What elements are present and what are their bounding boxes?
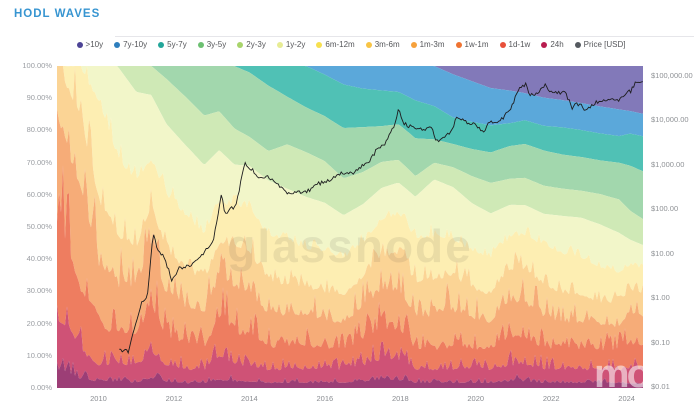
legend-label: 1w-1m <box>464 40 489 49</box>
legend-item-price-usd-[interactable]: Price [USD] <box>574 40 626 49</box>
band-5y-7y <box>57 66 643 172</box>
band--10y <box>57 66 643 114</box>
legend-item-2y-3y[interactable]: 2y-3y <box>237 40 266 49</box>
axis-tick-label: 100.00% <box>22 61 52 70</box>
panel-divider <box>115 36 694 37</box>
legend-dot-icon <box>499 41 506 48</box>
band-1m-3m <box>57 109 643 351</box>
legend-dot-icon <box>276 41 283 48</box>
band-1w-1m <box>57 164 643 371</box>
legend-label: Price [USD] <box>583 40 626 49</box>
legend-dot-icon <box>114 41 121 48</box>
band-2y-3y <box>57 66 643 245</box>
legend-label: 2y-3y <box>246 40 266 49</box>
legend-label: 7y-10y <box>123 40 148 49</box>
legend-item-1m-3m[interactable]: 1m-3m <box>410 40 445 49</box>
legend-label: 6m-12m <box>325 40 355 49</box>
band-3y-5y <box>57 66 643 220</box>
axis-tick-label: 2020 <box>467 394 485 403</box>
axis-tick-label: $100,000.00 <box>651 70 693 80</box>
legend-label: >10y <box>85 40 104 49</box>
band-1d-1w <box>57 304 643 385</box>
axis-tick-label: 2010 <box>90 394 107 403</box>
axis-tick-label: 80.00% <box>26 125 52 135</box>
axis-tick-label: 2022 <box>542 394 560 403</box>
legend-dot-icon <box>158 41 165 48</box>
legend-dot-icon <box>455 41 462 48</box>
axis-tick-label: 20.00% <box>26 318 52 328</box>
axis-tick-label: 2012 <box>165 394 183 403</box>
legend-label: 1m-3m <box>419 40 445 49</box>
band-3m-6m <box>57 66 643 327</box>
legend-dot-icon <box>541 41 548 48</box>
legend-dot-icon <box>237 41 244 48</box>
legend-item-1d-1w[interactable]: 1d-1w <box>499 40 531 49</box>
axis-tick-label: 0.00% <box>30 383 52 392</box>
legend-item--10y[interactable]: >10y <box>76 40 104 49</box>
legend-label: 5y-7y <box>167 40 187 49</box>
band-1y-2y <box>57 66 643 273</box>
axis-tick-label: 60.00% <box>26 189 52 199</box>
legend-dot-icon <box>76 41 83 48</box>
axis-tick-label: 50.00% <box>26 222 52 231</box>
legend-label: 3y-5y <box>206 40 227 49</box>
legend-dot-icon <box>365 41 372 48</box>
axis-tick-label: $1.00 <box>651 293 670 302</box>
axis-tick-label: 40.00% <box>26 254 52 264</box>
legend-label: 24h <box>550 40 564 49</box>
axis-tick-label: 90.00% <box>26 93 52 103</box>
axis-tick-label: 2024 <box>618 394 635 403</box>
axis-tick-label: $1,000.00 <box>651 159 685 169</box>
axis-tick-label: 2014 <box>241 394 258 403</box>
legend-label: 3m-6m <box>374 40 400 49</box>
band-7y-10y <box>57 66 643 137</box>
legend-item-3y-5y[interactable]: 3y-5y <box>197 40 227 49</box>
axis-tick-label: 30.00% <box>26 286 52 296</box>
price-line <box>119 81 643 355</box>
legend-item-1y-2y[interactable]: 1y-2y <box>276 40 306 49</box>
band-24h <box>57 358 643 388</box>
axis-tick-label: 10.00% <box>26 350 52 360</box>
legend-item-24h[interactable]: 24h <box>541 40 564 49</box>
legend-item-6m-12m[interactable]: 6m-12m <box>316 40 355 49</box>
legend-label: 1d-1w <box>508 40 531 49</box>
axis-tick-label: $10.00 <box>651 248 674 258</box>
legend-item-7y-10y[interactable]: 7y-10y <box>114 40 147 49</box>
axis-tick-label: $0.01 <box>651 382 670 391</box>
legend-dot-icon <box>574 41 581 48</box>
legend-dot-icon <box>197 41 204 48</box>
legend-item-5y-7y[interactable]: 5y-7y <box>158 40 187 49</box>
band-6m-12m <box>57 66 643 303</box>
axis-tick-label: $100.00 <box>651 204 679 213</box>
axis-tick-label: 70.00% <box>26 157 52 167</box>
axis-tick-label: $0.10 <box>651 337 670 347</box>
page-title: HODL WAVES <box>14 8 101 20</box>
chart-legend: >10y 7y-10y 5y-7y 3y-5y 2y-3y 1y-2y 6m-12m 3m-6… <box>57 40 645 49</box>
legend-item-3m-6m[interactable]: 3m-6m <box>365 40 400 49</box>
legend-dot-icon <box>410 41 417 48</box>
legend-dot-icon <box>316 41 323 48</box>
axis-tick-label: 2016 <box>316 394 334 403</box>
legend-item-1w-1m[interactable]: 1w-1m <box>455 40 489 49</box>
legend-label: 1y-2y <box>285 40 306 49</box>
axis-tick-label: $10,000.00 <box>651 115 689 124</box>
axis-tick-label: 2018 <box>391 394 409 403</box>
